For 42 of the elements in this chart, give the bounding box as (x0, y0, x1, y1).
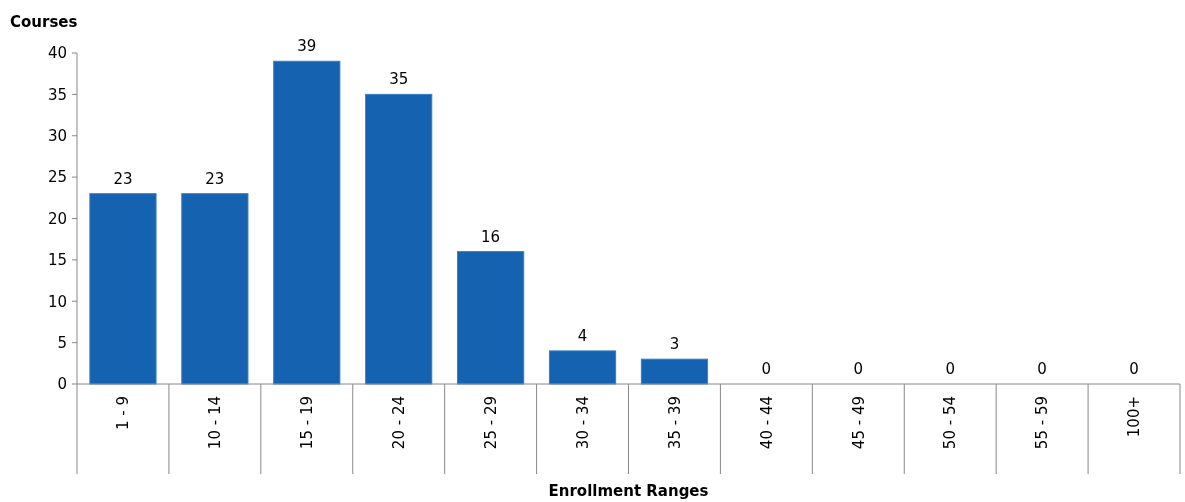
bar (365, 93, 433, 385)
x-tick-label: 45 - 49 (849, 396, 868, 450)
y-tick-label: 40 (47, 44, 67, 63)
x-tick-label: 55 - 59 (1033, 396, 1052, 450)
data-label: 0 (853, 360, 864, 378)
y-tick-label: 0 (57, 375, 67, 394)
y-tick-label: 25 (47, 168, 67, 187)
bar (181, 193, 249, 385)
bar (89, 193, 157, 385)
data-label: 4 (577, 326, 588, 345)
x-tick-label: 40 - 44 (757, 396, 776, 450)
data-label: 35 (389, 70, 409, 89)
data-label: 0 (945, 360, 955, 378)
data-label: 0 (1037, 360, 1047, 378)
bar (273, 60, 341, 385)
data-label: 3 (669, 335, 680, 354)
data-label: 0 (761, 360, 772, 378)
data-label: 23 (205, 169, 225, 188)
y-tick-label: 5 (57, 333, 67, 352)
bar (457, 251, 525, 385)
bar (548, 350, 617, 385)
y-tick-label: 15 (47, 251, 67, 270)
x-tick-label: 20 - 24 (389, 396, 408, 450)
bar (640, 358, 709, 385)
data-label: 0 (1129, 360, 1139, 378)
y-tick-label: 20 (47, 209, 67, 228)
y-tick-label: 30 (47, 127, 67, 145)
x-tick-label: 30 - 34 (573, 396, 592, 450)
data-label: 16 (481, 227, 501, 246)
y-tick-label: 35 (47, 85, 67, 104)
x-axis-title: Enrollment Ranges (548, 482, 709, 500)
x-tick-label: 35 - 39 (665, 396, 684, 450)
y-tick-label: 10 (47, 292, 67, 311)
x-tick-label: 100+ (1125, 396, 1144, 438)
x-tick-label: 25 - 29 (481, 396, 500, 450)
data-label: 23 (113, 169, 133, 188)
y-axis-title: Courses (10, 13, 78, 31)
x-tick-label: 1 - 9 (114, 396, 133, 431)
x-tick-label: 15 - 19 (298, 396, 317, 450)
data-label: 39 (297, 37, 317, 56)
x-tick-label: 10 - 14 (206, 396, 225, 450)
x-tick-label: 50 - 54 (941, 396, 960, 450)
